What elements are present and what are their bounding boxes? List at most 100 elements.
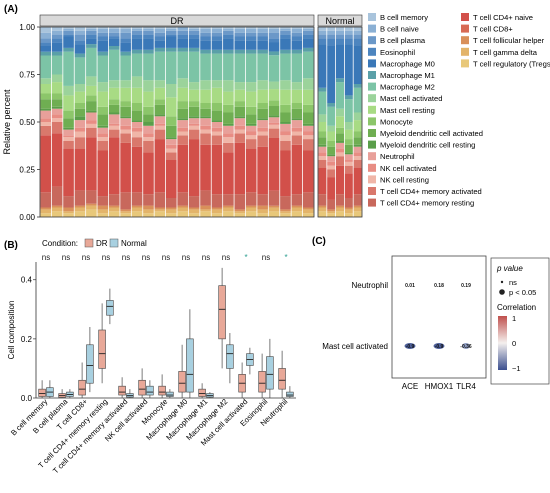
bar-segment	[108, 99, 120, 105]
legend-swatch	[368, 117, 376, 126]
bar-segment	[353, 131, 362, 138]
bar-segment	[223, 49, 234, 54]
bar-segment	[336, 141, 344, 143]
bar-segment	[177, 144, 189, 193]
box-body	[266, 356, 274, 390]
colorbar-tick-label: −1	[512, 364, 521, 373]
bar-segment	[344, 99, 353, 122]
bar-segment	[143, 91, 154, 107]
correlation-value: -0.9	[406, 344, 415, 350]
bar-segment	[131, 27, 143, 29]
bar-segment	[40, 38, 52, 43]
legend-label: T cell CD8+	[473, 25, 513, 34]
bar-segment	[200, 28, 211, 33]
box-body	[38, 388, 46, 397]
box-body	[106, 300, 114, 316]
legend-label: Myeloid dendritic cell activated	[380, 129, 483, 138]
bar-segment	[280, 28, 291, 31]
bar-segment	[280, 150, 291, 197]
bar-segment	[51, 93, 63, 100]
bar-segment	[154, 139, 166, 193]
bar-segment	[211, 110, 223, 121]
bar-segment	[257, 27, 268, 29]
bar-segment	[268, 32, 280, 39]
bar-segment	[234, 27, 246, 29]
bar-segment	[120, 28, 131, 33]
bar-segment	[344, 30, 353, 35]
box-body	[226, 344, 234, 369]
bar-segment	[234, 49, 246, 54]
bar-segment	[327, 34, 336, 39]
bar-segment	[63, 30, 74, 35]
bar-segment	[40, 84, 52, 94]
bar-segment	[97, 27, 109, 29]
correlation-value: -0.9	[435, 344, 444, 350]
bar-segment	[245, 148, 257, 193]
bar-segment	[268, 207, 280, 212]
bar-segment	[74, 91, 86, 103]
bar-segment	[165, 51, 177, 84]
box-body	[138, 379, 146, 396]
bar-segment	[245, 125, 257, 132]
bar-segment	[108, 38, 120, 46]
bar-segment	[245, 211, 257, 217]
bar-segment	[154, 99, 166, 105]
bar-segment	[74, 131, 86, 138]
legend-swatch	[368, 175, 376, 184]
box-body	[178, 371, 186, 393]
bar-segment	[74, 116, 86, 121]
y-axis-label: Relative percent	[2, 89, 12, 155]
bar-segment	[302, 112, 314, 124]
bar-segment	[336, 30, 344, 35]
bar-segment	[353, 137, 362, 145]
bar-segment	[327, 209, 336, 212]
bar-segment	[86, 137, 97, 191]
bar-segment	[131, 207, 143, 212]
box-body	[118, 385, 126, 396]
correlation-dot	[462, 343, 470, 349]
bar-segment	[143, 49, 154, 54]
bar-segment	[51, 108, 63, 115]
bar-segment	[131, 76, 143, 88]
correlation-value: 0.19	[461, 283, 471, 289]
bar-segment	[108, 27, 120, 29]
bar-segment	[268, 211, 280, 217]
box-body	[166, 391, 174, 397]
bar-segment	[131, 211, 143, 217]
bar-segment	[336, 142, 344, 149]
bar-segment	[154, 28, 166, 33]
significance-label: ns	[182, 253, 190, 262]
bar-segment	[51, 55, 63, 75]
bar-segment	[302, 135, 314, 140]
bar-segment	[177, 101, 189, 109]
bar-segment	[268, 190, 280, 206]
bar-segment	[327, 211, 336, 214]
bar-segment	[188, 106, 200, 117]
bar-segment	[108, 211, 120, 217]
bar-segment	[40, 192, 52, 208]
y-tick-label: 0.4	[21, 276, 33, 285]
bar-segment	[268, 81, 280, 90]
bar-segment	[245, 139, 257, 149]
bar-segment	[223, 205, 234, 208]
panel-b-label: (B)	[4, 240, 18, 251]
bar-segment	[257, 49, 268, 54]
significance-label: ns	[42, 253, 50, 262]
bar-segment	[108, 46, 120, 50]
bar-segment	[108, 32, 120, 37]
y-tick-label: 0.00	[19, 213, 35, 222]
bar-segment	[268, 51, 280, 56]
bar-segment	[63, 135, 74, 138]
bar-segment	[353, 152, 362, 157]
colorbar-tick-label: 0	[512, 339, 516, 348]
bar-segment	[86, 101, 97, 111]
bar-segment	[154, 114, 166, 117]
bar-segment	[165, 209, 177, 214]
bar-segment	[177, 192, 189, 206]
bar-segment	[211, 27, 223, 29]
bar-segment	[131, 28, 143, 31]
bar-segment	[188, 207, 200, 210]
bar-segment	[97, 125, 109, 128]
bar-segment	[291, 36, 303, 41]
bar-segment	[177, 47, 189, 52]
